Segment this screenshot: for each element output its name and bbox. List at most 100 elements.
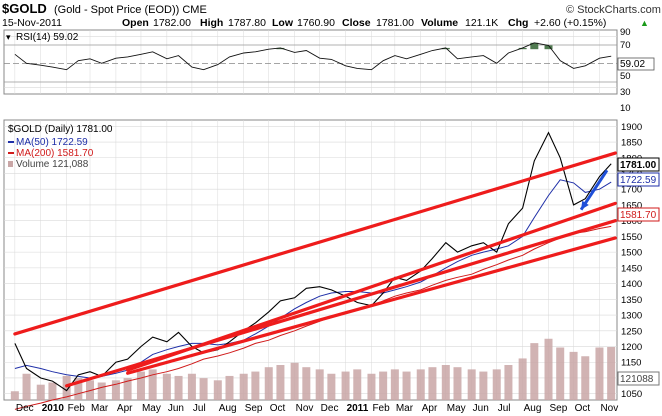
ma50-tag: 1722.59 [620,175,657,186]
volume-bar [492,369,501,400]
volume-bar [581,356,590,400]
volume-bar [315,369,324,400]
legend-volume-swatch [8,161,13,167]
price-frame [3,119,618,401]
blue-arrow-annotation [579,169,609,211]
rsi-overbought-area [276,47,285,50]
volume-bar [441,365,450,400]
price-tick-label: 1150 [621,358,641,369]
price-tick-label: 1650 [621,200,642,211]
x-tick-label: May [142,403,161,414]
rsi-value-tag-text: 59.02 [620,59,645,70]
volume-bar [327,373,336,400]
volume-bar [467,369,476,400]
price-legend: $GOLD (Daily) 1781.00 MA(50) 1722.59 MA(… [8,124,113,170]
legend-ma50: MA(50) 1722.59 [16,137,88,148]
price-panel: $GOLD (Daily) 1781.00 MA(50) 1722.59 MA(… [3,119,660,410]
volume-bar [239,373,248,400]
price-tag-box [617,157,660,172]
volume-bar [123,378,132,400]
volume-bar [595,347,604,400]
chg-value: +2.60 (+0.15%) [534,17,606,29]
low-value: 1760.90 [297,17,335,29]
volume-bar [162,373,171,400]
x-tick-label: Jun [473,403,489,414]
volume-bar [390,369,399,400]
rsi-tick: 70 [620,40,631,51]
rsi-tick: 50 [620,71,631,82]
volume-bar [62,375,71,400]
high-label: High [200,17,223,29]
x-tick-label: Oct [270,403,286,414]
x-tick-label: Nov [296,403,314,414]
volume-bar [225,375,234,400]
x-axis: Dec 2010 Feb Mar Apr May Jun Jul Aug Sep Oct Nov Dec… [16,403,618,414]
volume-bar [379,371,388,400]
rsi-label: RSI(14) 59.02 [16,32,79,43]
ma50-tag-box [617,172,660,187]
watermark: © StockCharts.com [566,4,661,16]
quote-date: 15-Nov-2011 [2,17,62,29]
volume-bar [530,343,539,400]
trendline [126,201,617,372]
volume-bar [290,362,299,400]
volume-bar [402,371,411,400]
x-tick-label: 2011 [347,403,369,414]
rsi-tick: 30 [620,87,631,98]
legend-volume: Volume 121,088 [16,159,89,170]
open-value: 1782.00 [153,17,191,29]
volume-tag: 121088 [620,374,654,385]
rsi-panel: RSI(14) 59.02 ▾ 90 70 50 30 10 59.02 [3,27,655,114]
rsi-overbought-area [441,47,450,50]
ma200-tag: 1581.70 [620,210,657,221]
volume-bars [10,338,616,400]
chart-symbol: $GOLD [2,1,47,16]
price-tick-label: 1550 [621,232,642,243]
volume-bar [136,371,145,400]
volume-bar [416,369,425,400]
x-tick-label: Oct [575,403,591,414]
rsi-gridlines [4,30,617,94]
rsi-frame [3,29,618,95]
x-tick-label: Dec [16,403,34,414]
ma50-line [14,179,612,379]
volume-bar [213,380,222,400]
volume-bar [174,375,183,400]
rsi-overbought-fill [276,42,553,50]
price-tick-label: 1400 [621,279,642,290]
x-tick-label: Feb [372,403,390,414]
close-label: Close [342,17,371,29]
price-tick-label: 1850 [621,138,642,149]
volume-bar [428,367,437,400]
price-tick-label: 1300 [621,311,642,322]
x-tick-label: 2010 [42,403,65,414]
volume-bar [544,338,553,400]
x-tick-label: Sep [245,403,263,414]
quote-bar: Open 1782.00 High 1787.80 Low 1760.90 Cl… [122,17,649,29]
volume-bar [276,365,285,400]
low-label: Low [272,17,294,29]
x-tick-label: Dec [321,403,339,414]
volume-bar [504,365,513,400]
rsi-value-tag [617,57,655,71]
volume-bar [251,371,260,400]
volume-bar [199,378,208,400]
x-tick-label: Jul [498,403,511,414]
volume-bar [48,382,57,400]
volume-value: 121.1K [465,17,498,29]
price-tick-label: 1700 [621,185,642,196]
volume-bar [187,373,196,400]
x-tick-label: Jul [193,403,206,414]
volume-bar [453,367,462,400]
x-tick-label: Nov [600,403,618,414]
volume-bar [22,373,31,400]
price-tick-label: 1500 [621,248,642,259]
rsi-overbought-area [530,42,539,50]
volume-bar [556,347,565,400]
price-tick-label: 1250 [621,326,642,337]
rsi-tick: 90 [620,27,631,38]
volume-bar [10,391,19,400]
x-tick-label: Mar [396,403,414,414]
price-tick-label: 1600 [621,216,642,227]
